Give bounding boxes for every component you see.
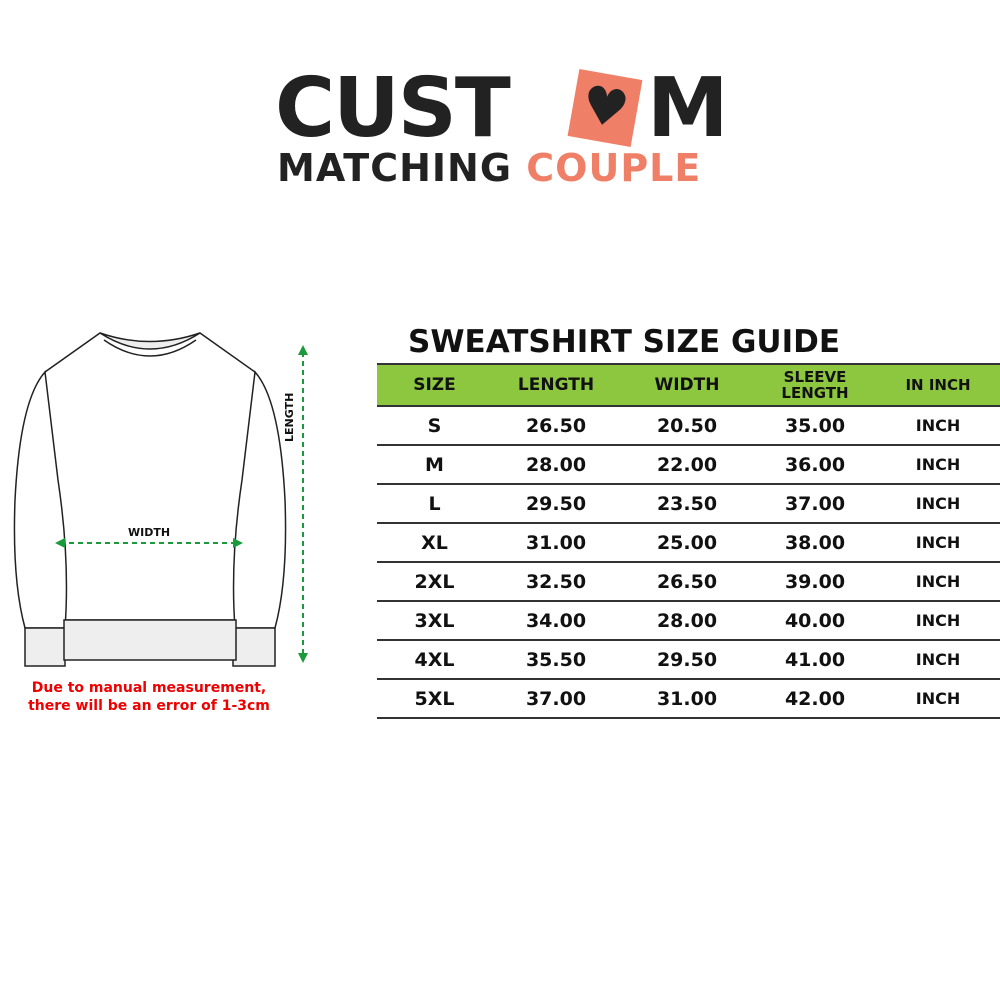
cell-length: 37.00 bbox=[492, 679, 620, 719]
header-size: SIZE bbox=[377, 363, 492, 407]
cell-sleeve-length: 41.00 bbox=[754, 640, 876, 680]
cell-unit: INCH bbox=[876, 640, 1000, 680]
cell-width: 28.00 bbox=[620, 601, 754, 641]
cell-sleeve-length: 36.00 bbox=[754, 445, 876, 485]
cell-size: 4XL bbox=[377, 640, 492, 680]
cell-width: 22.00 bbox=[620, 445, 754, 485]
cell-sleeve-length: 40.00 bbox=[754, 601, 876, 641]
cell-sleeve-length: 39.00 bbox=[754, 562, 876, 602]
cell-width: 23.50 bbox=[620, 484, 754, 524]
heart-icon: ♥ bbox=[567, 68, 643, 148]
cell-unit: INCH bbox=[876, 523, 1000, 563]
cell-unit: INCH bbox=[876, 679, 1000, 719]
logo-subtitle: MATCHING COUPLE bbox=[277, 146, 702, 190]
cell-length: 26.50 bbox=[492, 406, 620, 446]
cell-length: 31.00 bbox=[492, 523, 620, 563]
logo-m-text: M bbox=[647, 61, 729, 156]
cell-unit: INCH bbox=[876, 445, 1000, 485]
brand-logo: CUST ♥ M MATCHING COUPLE bbox=[275, 61, 729, 190]
size-guide-title: SWEATSHIRT SIZE GUIDE bbox=[408, 324, 841, 360]
table-row: 4XL 35.50 29.50 41.00 INCH bbox=[377, 640, 1000, 680]
table-row: M 28.00 22.00 36.00 INCH bbox=[377, 445, 1000, 485]
cell-width: 29.50 bbox=[620, 640, 754, 680]
table-row: L 29.50 23.50 37.00 INCH bbox=[377, 484, 1000, 524]
table-row: 2XL 32.50 26.50 39.00 INCH bbox=[377, 562, 1000, 602]
cell-width: 20.50 bbox=[620, 406, 754, 446]
length-label: LENGTH bbox=[283, 393, 296, 442]
cell-length: 28.00 bbox=[492, 445, 620, 485]
cell-size: 3XL bbox=[377, 601, 492, 641]
cell-unit: INCH bbox=[876, 562, 1000, 602]
header-sleeve-length: SLEEVE LENGTH bbox=[754, 363, 876, 407]
table-row: 5XL 37.00 31.00 42.00 INCH bbox=[377, 679, 1000, 719]
cell-width: 31.00 bbox=[620, 679, 754, 719]
logo-custom-text: CUST bbox=[275, 61, 511, 156]
sweatshirt-diagram: LENGTH WIDTH bbox=[13, 332, 308, 667]
cell-sleeve-length: 38.00 bbox=[754, 523, 876, 563]
cell-length: 34.00 bbox=[492, 601, 620, 641]
cell-length: 32.50 bbox=[492, 562, 620, 602]
cell-unit: INCH bbox=[876, 484, 1000, 524]
cell-size: 2XL bbox=[377, 562, 492, 602]
cell-length: 29.50 bbox=[492, 484, 620, 524]
header-length: LENGTH bbox=[492, 363, 620, 407]
cell-unit: INCH bbox=[876, 601, 1000, 641]
table-row: 3XL 34.00 28.00 40.00 INCH bbox=[377, 601, 1000, 641]
cell-sleeve-length: 35.00 bbox=[754, 406, 876, 446]
size-table: SIZE LENGTH WIDTH SLEEVE LENGTH IN INCH S… bbox=[377, 363, 1000, 719]
cell-sleeve-length: 42.00 bbox=[754, 679, 876, 719]
cell-width: 26.50 bbox=[620, 562, 754, 602]
cell-size: M bbox=[377, 445, 492, 485]
width-label: WIDTH bbox=[128, 526, 170, 539]
cell-size: L bbox=[377, 484, 492, 524]
header-width: WIDTH bbox=[620, 363, 754, 407]
cell-size: S bbox=[377, 406, 492, 446]
measurement-note: Due to manual measurement, there will be… bbox=[28, 680, 270, 714]
cell-size: 5XL bbox=[377, 679, 492, 719]
cell-sleeve-length: 37.00 bbox=[754, 484, 876, 524]
cell-unit: INCH bbox=[876, 406, 1000, 446]
table-row: XL 31.00 25.00 38.00 INCH bbox=[377, 523, 1000, 563]
table-header-row: SIZE LENGTH WIDTH SLEEVE LENGTH IN INCH bbox=[377, 363, 1000, 407]
cell-length: 35.50 bbox=[492, 640, 620, 680]
cell-width: 25.00 bbox=[620, 523, 754, 563]
header-unit: IN INCH bbox=[876, 363, 1000, 407]
table-row: S 26.50 20.50 35.00 INCH bbox=[377, 406, 1000, 446]
cell-size: XL bbox=[377, 523, 492, 563]
